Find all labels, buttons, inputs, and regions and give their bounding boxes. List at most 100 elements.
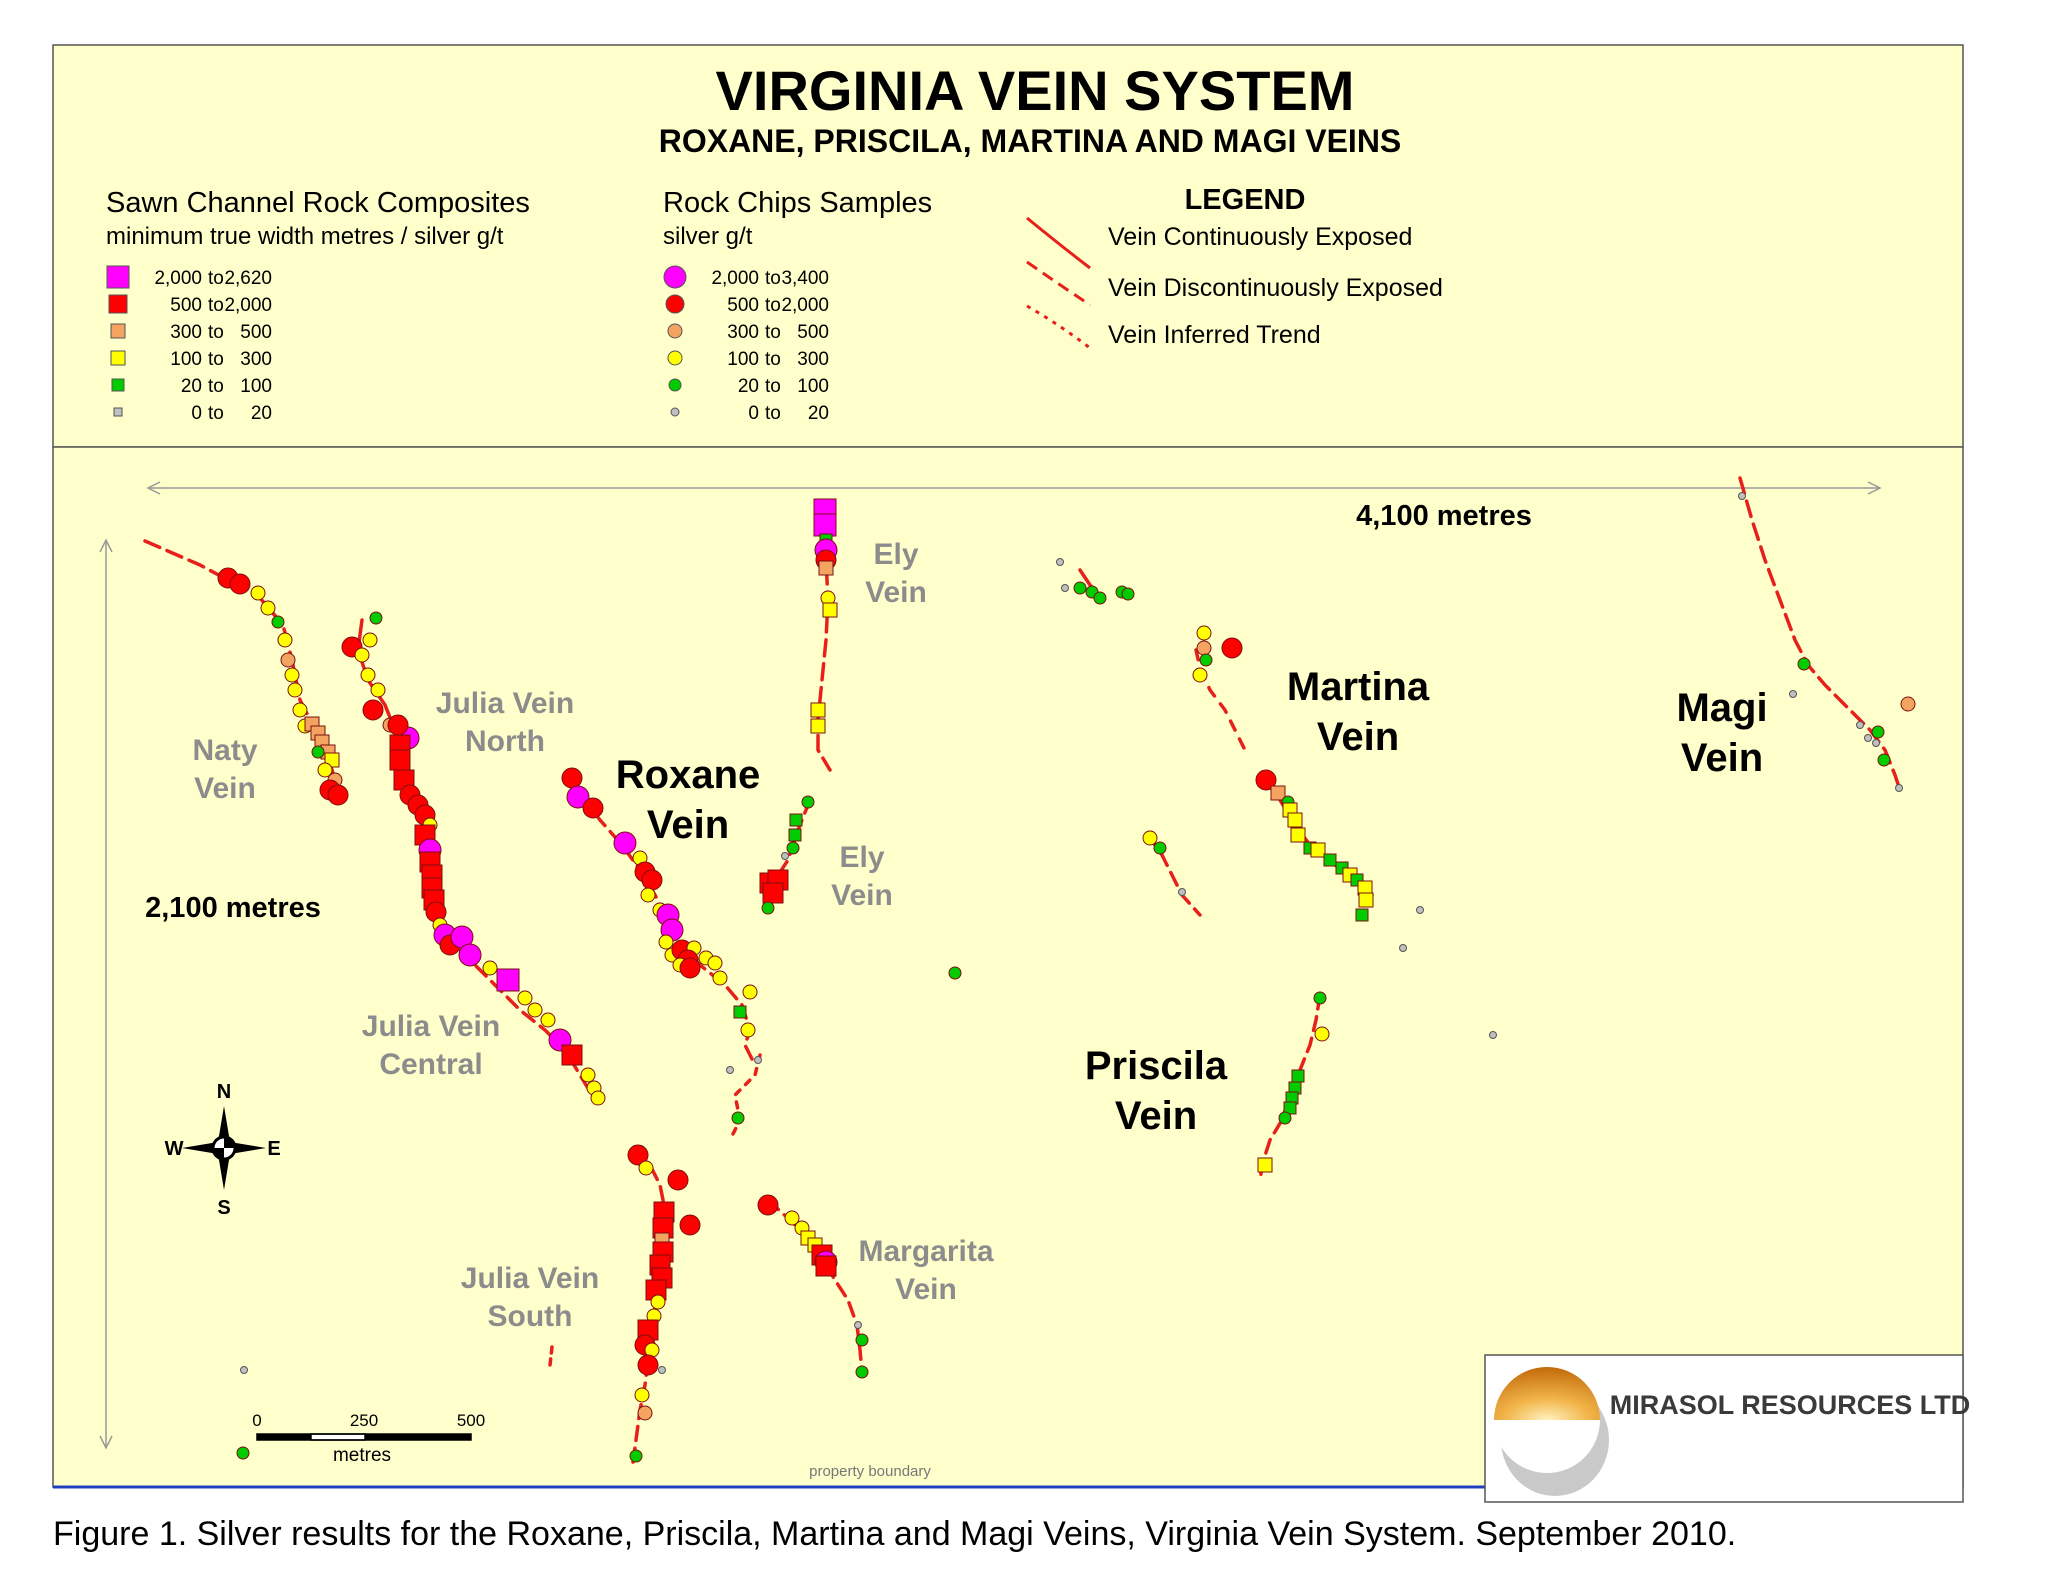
- sample-marker: [1142, 830, 1158, 846]
- sample-marker: [458, 943, 482, 967]
- sample-marker: [733, 1005, 747, 1019]
- sample-marker: [754, 1056, 762, 1064]
- legend-range-from: 2,000: [154, 268, 202, 289]
- legend-range-from: 0: [191, 403, 202, 424]
- sample-marker: [1153, 841, 1167, 855]
- julia-south-vein-label: Julia Vein South: [461, 1262, 599, 1333]
- legend-channel-swatch-1: [108, 294, 128, 314]
- sample-marker: [482, 960, 498, 976]
- sample-marker: [1255, 769, 1277, 791]
- legend-chips: Rock Chips Samples silver g/t 2,000 to 3,4…: [663, 187, 932, 424]
- sample-marker: [280, 652, 296, 668]
- julia-south-west-trace: [548, 1345, 554, 1367]
- sample-markers: [217, 492, 1916, 1463]
- legend-channel-swatch-3: [110, 350, 126, 366]
- sample-marker: [712, 970, 728, 986]
- sample-marker: [1093, 591, 1107, 605]
- sample-marker: [667, 1169, 689, 1191]
- legend-range-to: 500: [797, 322, 829, 343]
- logo-sun-icon: [1494, 1367, 1600, 1420]
- roxane-south-trace: [728, 1053, 762, 1142]
- sample-marker: [1872, 739, 1880, 747]
- sample-marker: [1199, 653, 1213, 667]
- sample-marker: [818, 560, 834, 576]
- julia-north-vein-label: Julia Vein North: [436, 687, 574, 758]
- sample-marker: [1789, 690, 1797, 698]
- sample-marker: [679, 1214, 701, 1236]
- sample-marker: [854, 1321, 862, 1329]
- legend-chip-swatch-4: [668, 378, 682, 392]
- sample-marker: [354, 647, 370, 663]
- sample-marker: [707, 955, 723, 971]
- sample-marker: [1278, 1111, 1292, 1125]
- sample-marker: [786, 841, 800, 855]
- sample-marker: [496, 968, 520, 992]
- sample-marker: [1895, 784, 1903, 792]
- sample-marker: [540, 1012, 556, 1028]
- sample-marker: [1313, 991, 1327, 1005]
- sample-marker: [566, 785, 590, 809]
- legend-lines: LEGEND Vein Continuously Exposed Vein Di…: [1026, 184, 1443, 350]
- compass-rose-icon: N S E W: [165, 1081, 281, 1219]
- map-panel: [52, 446, 1964, 1488]
- legend-line-solid: [1026, 216, 1091, 270]
- sample-marker: [311, 745, 325, 759]
- sample-marker: [762, 882, 784, 904]
- sample-marker: [638, 1160, 654, 1176]
- sample-marker: [1061, 584, 1069, 592]
- sample-marker: [236, 1446, 250, 1460]
- sample-marker: [822, 602, 838, 618]
- sample-marker: [370, 682, 386, 698]
- ely-top-vein-label: Ely Vein: [865, 538, 927, 609]
- legend-range-to-word: to: [208, 403, 224, 424]
- legend-range-to-word: to: [208, 349, 224, 370]
- sample-marker: [650, 1294, 666, 1310]
- sample-marker: [260, 600, 276, 616]
- legend-line-dashed: [1026, 260, 1091, 307]
- scale-tick-250: 250: [350, 1411, 378, 1430]
- sample-marker: [582, 797, 604, 819]
- sample-marker: [1489, 1031, 1497, 1039]
- sample-marker: [658, 934, 674, 950]
- legend-range-to-word: to: [208, 295, 224, 316]
- sample-marker: [740, 1022, 756, 1038]
- sample-marker: [362, 632, 378, 648]
- legend-channel-title: Sawn Channel Rock Composites: [106, 187, 530, 219]
- sample-marker: [1178, 888, 1186, 896]
- sample-marker: [1399, 944, 1407, 952]
- sample-marker: [1257, 1157, 1273, 1173]
- map-subtitle: ROXANE, PRISCILA, MARTINA AND MAGI VEINS: [659, 123, 1402, 159]
- legend-channel-subtitle: minimum true width metres / silver g/t: [106, 223, 504, 250]
- legend-range-to: 20: [251, 403, 272, 424]
- legend-range-from: 300: [170, 322, 202, 343]
- width-dimension-label: 4,100 metres: [1356, 500, 1532, 532]
- sample-marker: [284, 667, 300, 683]
- sample-marker: [1291, 1069, 1305, 1083]
- legend-channel-swatch-2: [110, 323, 126, 339]
- legend-chip-swatch-1: [665, 294, 685, 314]
- legend-chip-swatch-0: [663, 265, 687, 289]
- legend-channel-swatch-5: [113, 407, 123, 417]
- sample-marker: [1900, 696, 1916, 712]
- legend-range-to: 300: [240, 349, 272, 370]
- compass-west: W: [165, 1138, 184, 1160]
- width-dimension: 4,100 metres: [146, 481, 1882, 532]
- legend-range-from: 500: [727, 295, 759, 316]
- sample-marker: [1871, 725, 1885, 739]
- sample-marker: [948, 966, 962, 980]
- sample-marker: [327, 784, 349, 806]
- sample-marker: [389, 749, 411, 771]
- legend-range-from: 100: [727, 349, 759, 370]
- sample-marker: [801, 795, 815, 809]
- legend-range-from: 300: [727, 322, 759, 343]
- sample-marker: [1196, 640, 1212, 656]
- legend-range-to-word: to: [765, 349, 781, 370]
- sample-marker: [742, 984, 758, 1000]
- sample-marker: [613, 831, 637, 855]
- company-name: MIRASOL RESOURCES LTD: [1610, 1390, 1971, 1420]
- legend-channel: Sawn Channel Rock Composites minimum tru…: [106, 187, 530, 424]
- sample-marker: [387, 714, 409, 736]
- roxane-vein-label: Roxane Vein: [616, 753, 761, 847]
- legend-range-from: 500: [170, 295, 202, 316]
